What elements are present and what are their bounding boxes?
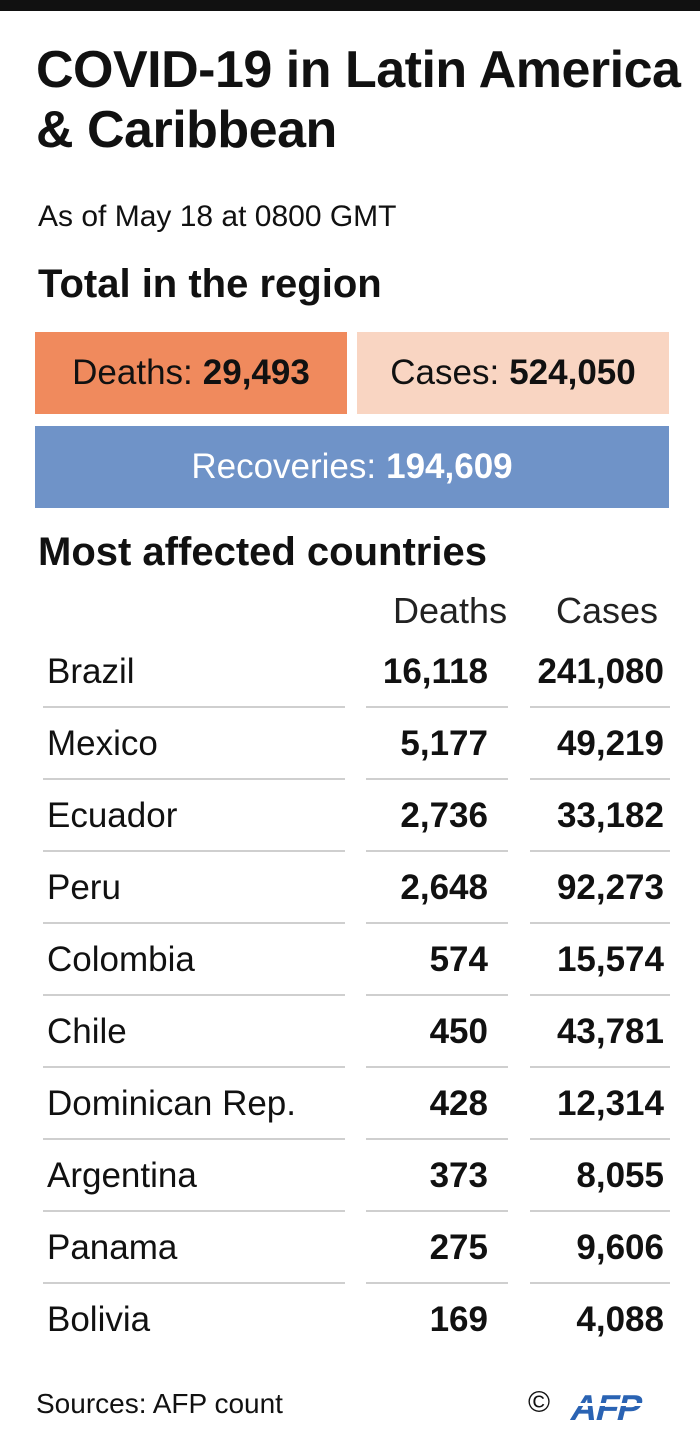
region-heading: Total in the region: [38, 262, 382, 306]
cases-total-box: Cases: 524,050: [357, 332, 669, 414]
deaths-column-header: Deaths: [393, 590, 508, 631]
subtitle: As of May 18 at 0800 GMT: [38, 200, 397, 233]
row-divider: [43, 778, 345, 780]
row-divider: [530, 1210, 670, 1212]
table-row: Chile 450 43,781: [0, 996, 700, 1068]
cases-value: 33,182: [556, 796, 664, 835]
country-name: Bolivia: [47, 1300, 151, 1339]
deaths-value: 373: [429, 1156, 488, 1195]
row-divider: [43, 1210, 345, 1212]
row-divider: [530, 1138, 670, 1140]
country-name: Argentina: [47, 1156, 197, 1195]
country-name: Panama: [47, 1228, 178, 1267]
table-row: Bolivia 169 4,088: [0, 1284, 700, 1356]
table-row: Panama 275 9,606: [0, 1212, 700, 1284]
deaths-value: 5,177: [400, 724, 488, 763]
copyright-symbol: ©: [528, 1386, 551, 1419]
row-divider: [530, 922, 670, 924]
row-divider: [366, 922, 508, 924]
table-row: Mexico 5,177 49,219: [0, 708, 700, 780]
cases-value: 9,606: [576, 1228, 664, 1267]
cases-value: 4,088: [576, 1300, 664, 1339]
row-divider: [366, 850, 508, 852]
recoveries-total-box: Recoveries: 194,609: [35, 426, 669, 508]
cases-value: 43,781: [556, 1012, 664, 1051]
deaths-value: 574: [429, 940, 488, 979]
row-divider: [530, 706, 670, 708]
cases-value: 12,314: [556, 1084, 664, 1123]
cases-total-label: Cases:: [390, 353, 500, 392]
countries-heading: Most affected countries: [38, 530, 487, 574]
country-name: Peru: [47, 868, 121, 907]
recoveries-total-label: Recoveries:: [191, 447, 377, 486]
row-divider: [366, 1138, 508, 1140]
row-divider: [43, 1066, 345, 1068]
row-divider: [530, 1066, 670, 1068]
afp-logo: AFP: [567, 1388, 660, 1428]
row-divider: [366, 1066, 508, 1068]
country-name: Mexico: [47, 724, 158, 763]
country-name: Colombia: [47, 940, 195, 979]
table-row: Dominican Rep. 428 12,314: [0, 1068, 700, 1140]
deaths-value: 16,118: [382, 652, 488, 691]
deaths-total-box: Deaths: 29,493: [35, 332, 347, 414]
row-divider: [366, 706, 508, 708]
cases-value: 15,574: [556, 940, 664, 979]
cases-value: 49,219: [556, 724, 664, 763]
cases-value: 241,080: [537, 652, 664, 691]
row-divider: [43, 706, 345, 708]
row-divider: [43, 1282, 345, 1284]
deaths-value: 2,736: [400, 796, 488, 835]
cases-value: 92,273: [556, 868, 664, 907]
deaths-value: 275: [429, 1228, 488, 1267]
row-divider: [530, 778, 670, 780]
row-divider: [366, 994, 508, 996]
sources-text: Sources: AFP count: [36, 1388, 283, 1419]
row-divider: [43, 850, 345, 852]
cases-total-value: 524,050: [509, 353, 636, 392]
deaths-total-value: 29,493: [202, 353, 310, 392]
table-row: Colombia 574 15,574: [0, 924, 700, 996]
cases-column-header: Cases: [556, 590, 659, 631]
table-row: Argentina 373 8,055: [0, 1140, 700, 1212]
deaths-value: 450: [429, 1012, 488, 1051]
row-divider: [43, 922, 345, 924]
svg-text:AFP: AFP: [567, 1388, 647, 1428]
table-row: Peru 2,648 92,273: [0, 852, 700, 924]
row-divider: [43, 994, 345, 996]
country-name: Chile: [47, 1012, 127, 1051]
page-title: COVID-19 in Latin America & Caribbean: [36, 41, 681, 159]
deaths-total-label: Deaths:: [72, 353, 193, 392]
table-row: Ecuador 2,736 33,182: [0, 780, 700, 852]
country-name: Brazil: [47, 652, 135, 691]
row-divider: [366, 778, 508, 780]
country-name: Dominican Rep.: [47, 1084, 296, 1123]
row-divider: [43, 1138, 345, 1140]
deaths-value: 169: [429, 1300, 488, 1339]
table-row: Brazil 16,118 241,080: [0, 636, 700, 708]
deaths-value: 428: [429, 1084, 488, 1123]
cases-value: 8,055: [576, 1156, 664, 1195]
top-bar: [0, 0, 700, 11]
row-divider: [366, 1210, 508, 1212]
row-divider: [530, 850, 670, 852]
row-divider: [530, 994, 670, 996]
deaths-value: 2,648: [400, 868, 488, 907]
row-divider: [530, 1282, 670, 1284]
recoveries-total-value: 194,609: [386, 447, 513, 486]
row-divider: [366, 1282, 508, 1284]
country-name: Ecuador: [47, 796, 178, 835]
